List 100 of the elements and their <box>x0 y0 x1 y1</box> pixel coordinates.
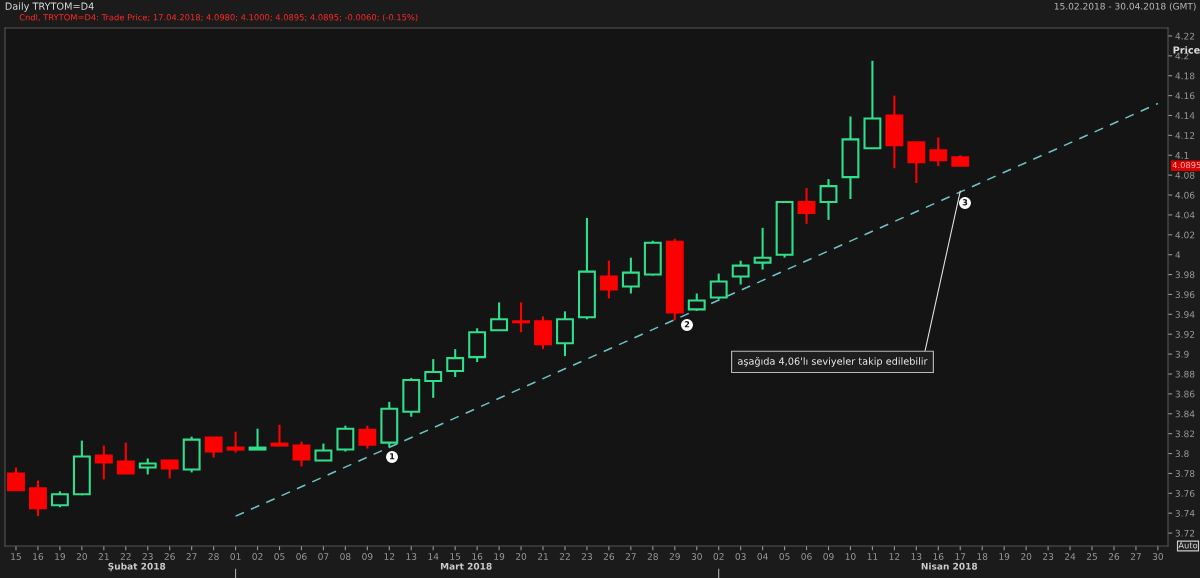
chart-subtitle: Cndl, TRYTOM=D4: Trade Price; 17.04.2018; 4.0980; 4.1000; 4.0895; 4.0895; -0.0060; (-0.15%) <box>19 13 418 22</box>
x-tick-label: 07 <box>318 553 329 560</box>
candlestick <box>907 141 926 185</box>
y-tick-label: 3.72 <box>1175 529 1195 537</box>
y-tick-label: 4.14 <box>1175 112 1195 119</box>
x-tick-label: 13 <box>911 553 922 560</box>
x-tick-label: 23 <box>142 553 153 560</box>
candlestick <box>270 423 289 447</box>
candlestick <box>28 479 47 518</box>
x-tick-label: 27 <box>1130 553 1141 560</box>
x-tick-label: 14 <box>428 553 439 560</box>
candlestick <box>336 424 355 453</box>
x-tick-label: 04 <box>757 553 768 560</box>
x-tick-label: 21 <box>537 553 548 560</box>
candlestick <box>94 444 113 481</box>
x-tick-label: 05 <box>779 553 790 560</box>
candlestick <box>753 226 772 271</box>
y-tick-label: 4.16 <box>1175 92 1195 100</box>
candlestick <box>116 441 135 475</box>
y-tick-label: 4.06 <box>1175 191 1195 199</box>
candlestick <box>797 187 816 225</box>
x-tick-label: 08 <box>340 553 351 560</box>
x-tick-label: 03 <box>735 553 746 560</box>
candlestick <box>7 466 25 492</box>
annotation: 1 <box>390 453 395 460</box>
y-tick-label: 4.22 <box>1175 32 1195 40</box>
annotation: 2 <box>684 321 690 328</box>
x-tick-label: 28 <box>647 553 658 560</box>
y-tick-label: 4.18 <box>1175 72 1195 80</box>
y-tick-label: 3.92 <box>1175 330 1195 338</box>
x-tick-label: 13 <box>406 553 417 560</box>
x-tick-label: 19 <box>494 553 505 560</box>
x-tick-label: 23 <box>1043 553 1054 560</box>
y-tick-label: 3.94 <box>1175 311 1195 318</box>
text: Şubat 2018 <box>108 562 166 572</box>
candlestick <box>621 256 640 295</box>
x-tick-label: 12 <box>889 553 900 560</box>
x-tick-label: 15 <box>450 553 461 560</box>
y-axis-title: Price <box>1173 46 1200 54</box>
x-tick-label: 02 <box>252 553 263 560</box>
x-tick-label: 06 <box>296 553 307 560</box>
x-tick-label: 23 <box>581 553 592 560</box>
x-tick-label: 22 <box>559 553 570 560</box>
y-tick-label: 4.2 <box>1175 52 1189 60</box>
x-tick-label: 29 <box>669 553 680 560</box>
x-tick-label: 28 <box>208 553 219 560</box>
x-tick-label: 20 <box>1021 553 1032 560</box>
y-tick-label: 3.88 <box>1175 370 1195 378</box>
candlestick <box>446 348 465 379</box>
chart-title: Daily TRYTOM=D4 <box>5 2 94 12</box>
x-tick-label: 26 <box>164 553 175 560</box>
y-tick-label: 3.8 <box>1175 450 1189 458</box>
annotation: 3 <box>962 199 968 206</box>
y-tick-label: 3.84 <box>1175 410 1195 418</box>
text: Auto <box>1178 542 1198 549</box>
candlestick <box>226 430 245 454</box>
y-tick-label: 3.78 <box>1175 470 1195 477</box>
x-tick-label: 20 <box>76 553 87 560</box>
x-tick-label: 02 <box>713 553 724 560</box>
candlestick <box>534 315 552 351</box>
x-tick-label: 12 <box>384 553 395 560</box>
y-tick-label: 3.9 <box>1175 350 1189 358</box>
y-tick-label: 3.82 <box>1175 430 1195 438</box>
candlestick <box>731 259 750 286</box>
x-tick-label: 16 <box>472 553 483 560</box>
y-tick-label: 3.86 <box>1175 390 1195 398</box>
x-tick-label: 30 <box>1152 553 1164 560</box>
candlestick <box>599 259 618 300</box>
x-tick-label: 10 <box>845 553 856 560</box>
annotation: 4.0895 <box>1172 161 1200 169</box>
x-tick-label: 20 <box>515 553 527 560</box>
candlestick <box>709 272 728 301</box>
y-tick-label: 4.08 <box>1175 171 1195 179</box>
x-tick-label: 16 <box>933 553 944 560</box>
x-tick-label: 19 <box>55 553 66 560</box>
candlestick <box>292 440 311 468</box>
x-tick-label: 18 <box>977 553 988 560</box>
x-tick-label: 15 <box>11 553 21 560</box>
y-tick-label: 3.96 <box>1175 291 1195 299</box>
x-tick-label: 01 <box>230 553 241 560</box>
y-tick-label: 4.04 <box>1175 211 1195 219</box>
x-tick-label: 19 <box>999 553 1010 560</box>
candlestick <box>490 301 509 332</box>
y-tick-label: 3.98 <box>1175 271 1195 279</box>
y-tick-label: 4.1 <box>1175 152 1189 159</box>
x-tick-label: 25 <box>1086 553 1097 560</box>
x-tick-label: 05 <box>274 553 285 560</box>
candlestick <box>358 424 377 450</box>
x-tick-label: 06 <box>801 553 812 560</box>
y-tick-label: 4 <box>1175 251 1181 259</box>
annotation: aşağıda 4,06'lı seviyeler takip edilebilir <box>738 357 928 367</box>
x-tick-label: 26 <box>1108 553 1120 560</box>
text: Nisan 2018 <box>921 562 978 570</box>
candlestick <box>929 136 948 168</box>
text: Mart 2018 <box>440 562 492 570</box>
x-tick-label: 09 <box>823 553 834 560</box>
candlestick <box>424 358 443 399</box>
y-tick-label: 3.74 <box>1175 509 1195 517</box>
candlestick <box>248 427 267 451</box>
x-tick-label: 09 <box>362 553 373 560</box>
